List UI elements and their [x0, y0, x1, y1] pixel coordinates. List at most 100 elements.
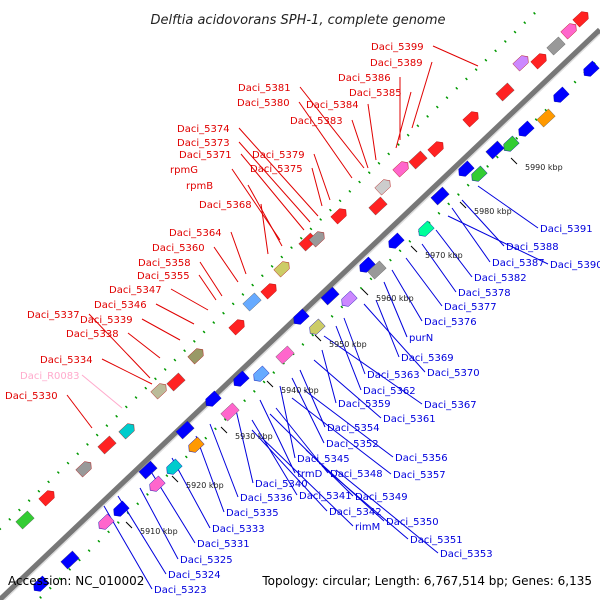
gene-arrow-forward[interactable]	[150, 381, 170, 400]
gene-arrow-forward[interactable]	[260, 281, 280, 300]
gene-arrow-forward[interactable]	[560, 21, 580, 40]
gene-arrow-forward[interactable]	[118, 421, 138, 440]
gene-label-reverse[interactable]: Daci_5342	[329, 507, 382, 518]
gene-block[interactable]	[430, 186, 450, 206]
gene-label-reverse[interactable]: Daci_5336	[240, 493, 293, 504]
gene-arrow-reverse[interactable]	[516, 120, 535, 139]
gene-label-reverse[interactable]: Daci_5369	[401, 353, 454, 364]
gene-label-forward[interactable]: Daci_5381	[238, 83, 291, 94]
gene-arrow-forward[interactable]	[228, 317, 248, 336]
gene-label-reverse[interactable]: Daci_5357	[393, 470, 446, 481]
gene-label-reverse[interactable]: Daci_5370	[427, 368, 480, 379]
gene-arrow-reverse[interactable]	[416, 220, 435, 239]
gene-label-reverse[interactable]: Daci_5387	[492, 258, 545, 269]
gene-label-reverse[interactable]: Daci_5359	[338, 399, 391, 410]
gene-arrow-reverse[interactable]	[291, 308, 310, 327]
gene-label-reverse[interactable]: Daci_5354	[327, 423, 380, 434]
gene-arrow-forward[interactable]	[572, 9, 592, 28]
gene-label-forward[interactable]: Daci_5385	[349, 88, 402, 99]
gene-label-reverse[interactable]: Daci_5391	[540, 224, 593, 235]
gene-label-reverse[interactable]: Daci_5382	[474, 273, 527, 284]
gene-block[interactable]	[175, 420, 195, 440]
gene-label-forward[interactable]: Daci_5364	[169, 228, 222, 239]
gene-label-reverse[interactable]: Daci_5367	[424, 400, 477, 411]
gene-label-reverse[interactable]: Daci_5353	[440, 549, 493, 560]
gene-label-reverse[interactable]: rimM	[355, 522, 380, 533]
gene-label-forward[interactable]: Daci_5334	[40, 355, 93, 366]
gene-block[interactable]	[367, 260, 387, 280]
gene-block[interactable]	[546, 36, 566, 56]
gene-block[interactable]	[166, 372, 186, 392]
gene-arrow-reverse[interactable]	[147, 475, 166, 494]
gene-label-forward[interactable]: Daci_5375	[250, 164, 303, 175]
gene-arrow-reverse[interactable]	[357, 256, 376, 275]
gene-label-reverse[interactable]: Daci_5349	[355, 492, 408, 503]
gene-arrow-reverse[interactable]	[581, 60, 600, 79]
gene-arrow-forward[interactable]	[427, 139, 447, 158]
gene-arrow-forward[interactable]	[512, 53, 532, 72]
gene-arrow-reverse[interactable]	[307, 318, 326, 337]
gene-label-forward[interactable]: Daci_5358	[138, 258, 191, 269]
gene-label-forward[interactable]: Daci_5371	[179, 150, 232, 161]
gene-label-forward[interactable]: Daci_5355	[137, 271, 190, 282]
gene-label-forward[interactable]: Daci_R0083	[20, 371, 80, 382]
gene-block[interactable]	[408, 150, 428, 170]
gene-label-forward[interactable]: Daci_5380	[237, 98, 290, 109]
gene-block[interactable]	[220, 402, 240, 422]
gene-label-reverse[interactable]: Daci_5352	[326, 439, 379, 450]
gene-label-reverse[interactable]: Daci_5340	[255, 479, 308, 490]
gene-label-reverse[interactable]: trmD	[297, 469, 323, 480]
gene-arrow-forward[interactable]	[530, 51, 550, 70]
gene-arrow-reverse[interactable]	[111, 500, 130, 519]
gene-arrow-forward[interactable]	[187, 346, 207, 365]
gene-label-forward[interactable]: rpmG	[170, 165, 198, 176]
gene-label-reverse[interactable]: purN	[409, 333, 433, 344]
gene-label-forward[interactable]: Daci_5360	[152, 243, 205, 254]
gene-label-forward[interactable]: Daci_5383	[290, 116, 343, 127]
gene-arrow-forward[interactable]	[75, 459, 95, 478]
gene-block[interactable]	[242, 292, 262, 312]
gene-label-reverse[interactable]: Daci_5324	[168, 570, 221, 581]
gene-label-forward[interactable]: Daci_5373	[177, 138, 230, 149]
gene-arrow-reverse[interactable]	[339, 290, 358, 309]
gene-label-forward[interactable]: Daci_5337	[27, 310, 80, 321]
gene-arrow-forward[interactable]	[308, 229, 328, 248]
gene-arrow-reverse[interactable]	[251, 365, 270, 384]
gene-label-reverse[interactable]: Daci_5376	[424, 317, 477, 328]
gene-arrow-reverse[interactable]	[31, 575, 50, 594]
gene-label-forward[interactable]: Daci_5384	[306, 100, 359, 111]
gene-label-forward[interactable]: Daci_5347	[109, 285, 162, 296]
gene-label-forward[interactable]: Daci_5389	[370, 58, 423, 69]
gene-block[interactable]	[368, 196, 388, 216]
gene-arrow-reverse[interactable]	[386, 232, 405, 251]
gene-block[interactable]	[485, 140, 505, 160]
gene-block[interactable]	[138, 460, 158, 480]
gene-arrow-reverse[interactable]	[164, 458, 183, 477]
gene-arrow-forward[interactable]	[462, 109, 482, 128]
gene-label-reverse[interactable]: Daci_5378	[458, 288, 511, 299]
gene-arrow-reverse[interactable]	[203, 390, 222, 409]
gene-label-reverse[interactable]: Daci_5390	[550, 260, 600, 271]
gene-arrow-reverse[interactable]	[456, 160, 475, 179]
gene-label-reverse[interactable]: Daci_5356	[395, 453, 448, 464]
gene-arrow-forward[interactable]	[273, 259, 293, 278]
gene-arrow-reverse[interactable]	[231, 370, 250, 389]
gene-label-forward[interactable]: Daci_5330	[5, 391, 58, 402]
gene-label-forward[interactable]: Daci_5339	[80, 315, 133, 326]
gene-arrow-reverse[interactable]	[96, 513, 115, 532]
gene-label-reverse[interactable]: Daci_5350	[386, 517, 439, 528]
gene-label-forward[interactable]: Daci_5386	[338, 73, 391, 84]
gene-block[interactable]	[15, 510, 35, 530]
gene-label-reverse[interactable]: Daci_5325	[180, 555, 233, 566]
gene-label-forward[interactable]: rpmB	[186, 181, 213, 192]
gene-arrow-forward[interactable]	[330, 206, 350, 225]
gene-block[interactable]	[97, 435, 117, 455]
gene-block[interactable]	[275, 345, 295, 365]
gene-block[interactable]	[536, 108, 556, 128]
gene-label-reverse[interactable]: Daci_5351	[410, 535, 463, 546]
gene-arrow-reverse[interactable]	[501, 135, 520, 154]
gene-arrow-reverse[interactable]	[551, 86, 570, 105]
gene-label-reverse[interactable]: Daci_5341	[299, 491, 352, 502]
gene-label-reverse[interactable]: Daci_5363	[367, 370, 420, 381]
gene-label-reverse[interactable]: Daci_5335	[226, 508, 279, 519]
